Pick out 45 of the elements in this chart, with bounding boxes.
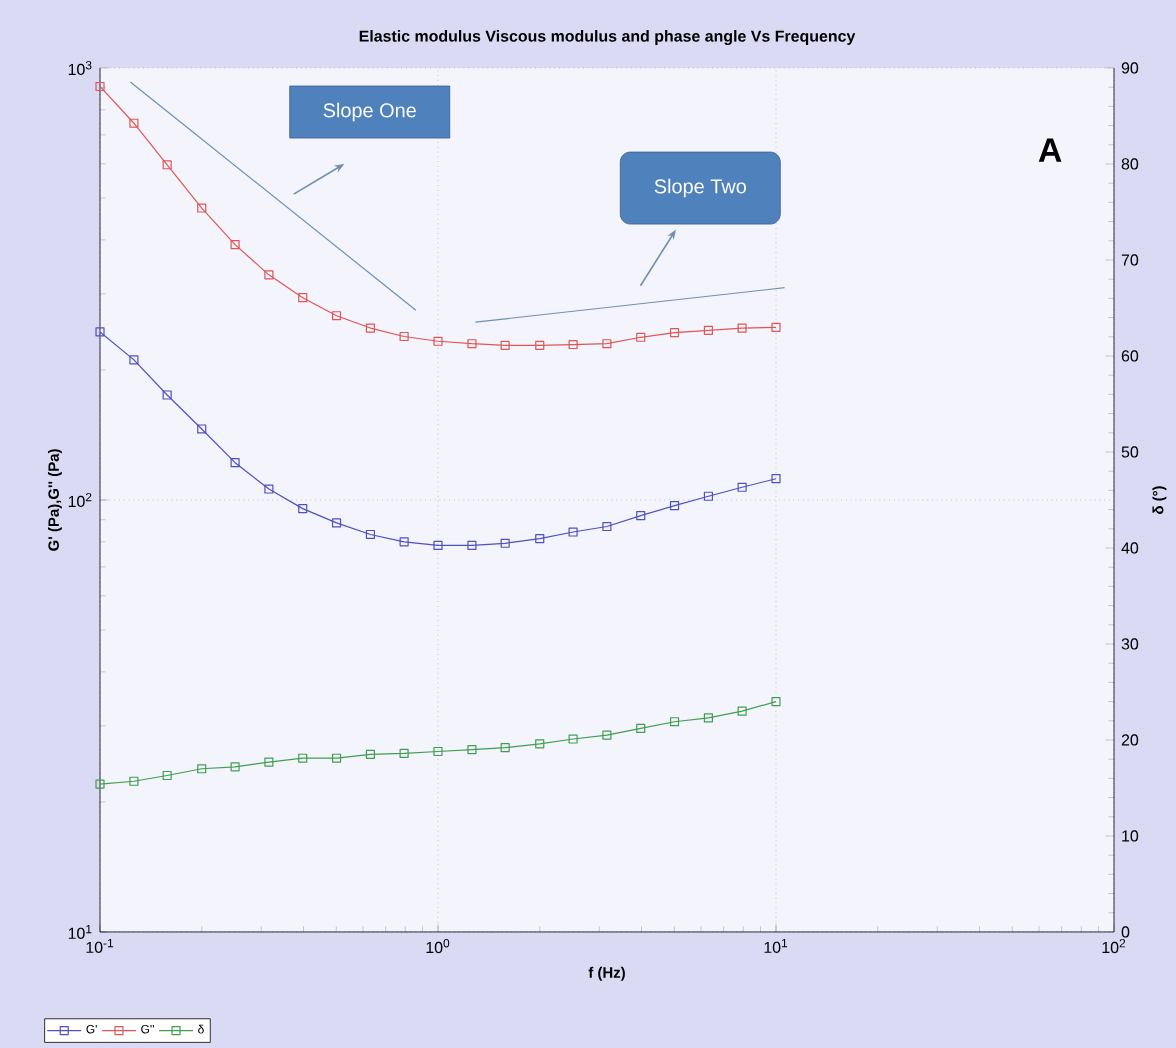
point xyxy=(737,323,747,333)
point xyxy=(771,474,781,484)
point xyxy=(399,537,409,547)
point xyxy=(568,339,578,350)
point xyxy=(433,540,443,550)
point xyxy=(500,538,510,548)
point xyxy=(433,336,443,346)
point xyxy=(365,323,375,333)
point xyxy=(399,331,409,342)
point xyxy=(703,325,713,335)
point xyxy=(467,339,477,349)
annotation: Slope Two xyxy=(654,178,746,198)
point xyxy=(636,511,646,521)
point xyxy=(197,424,207,434)
point xyxy=(162,390,172,400)
point xyxy=(95,81,105,92)
point xyxy=(535,340,545,350)
point xyxy=(264,484,274,494)
point xyxy=(703,491,713,501)
point xyxy=(602,339,612,349)
point xyxy=(197,203,207,213)
point xyxy=(535,534,545,544)
point xyxy=(129,355,139,365)
point xyxy=(129,118,139,128)
point xyxy=(331,311,342,321)
point xyxy=(298,504,308,514)
point xyxy=(298,293,308,303)
point xyxy=(568,527,578,537)
point xyxy=(669,501,680,511)
annotation: Slope One xyxy=(323,102,416,122)
point xyxy=(264,270,274,280)
point xyxy=(636,332,646,342)
annotation: A xyxy=(1038,138,1062,162)
point xyxy=(331,518,342,528)
point xyxy=(95,327,105,337)
point xyxy=(365,529,375,540)
point xyxy=(500,340,510,350)
point xyxy=(669,328,680,338)
point xyxy=(230,240,240,250)
point xyxy=(737,482,747,492)
point xyxy=(602,521,612,532)
point xyxy=(230,458,240,468)
point xyxy=(162,160,172,170)
point xyxy=(771,322,781,332)
point xyxy=(467,540,477,550)
